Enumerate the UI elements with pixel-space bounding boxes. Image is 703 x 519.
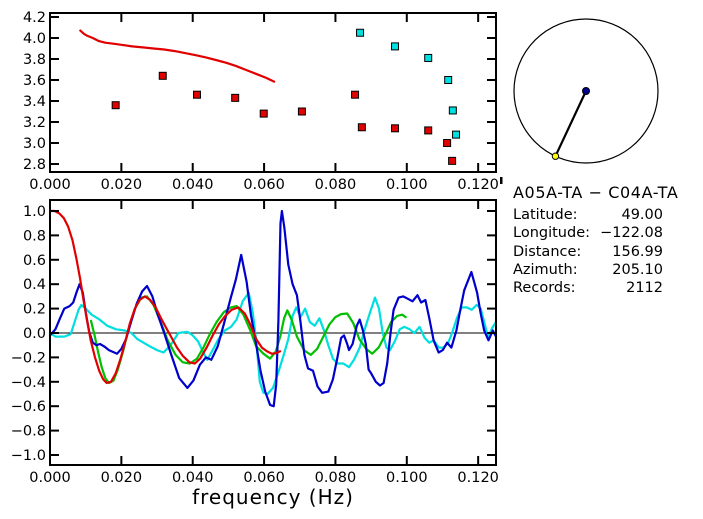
y-tick-label: 3.2 <box>23 115 46 131</box>
red-measurement-squares-marker <box>231 93 240 102</box>
y-tick-label: 3.0 <box>23 136 46 152</box>
reference-dot <box>551 152 560 160</box>
cyan-measurement-squares-marker <box>356 28 365 37</box>
y-tick-label: 2.8 <box>23 157 46 173</box>
info-row-azimuth: Azimuth: 205.10 <box>513 261 663 279</box>
info-row-distance: Distance: 156.99 <box>513 243 663 261</box>
info-label: Records: <box>513 280 576 297</box>
y-tick-label: 1.0 <box>23 204 46 220</box>
red-correlation-curve <box>48 209 282 385</box>
red-measurement-squares-marker <box>351 90 360 99</box>
info-label: Distance: <box>513 243 582 260</box>
station-dot <box>582 87 590 95</box>
x-axis-label: frequency (Hz) <box>192 485 354 509</box>
x-tick-label: 0.060 <box>243 177 285 193</box>
info-label: Latitude: <box>513 207 578 223</box>
y-tick-label: −0.4 <box>11 375 46 391</box>
y-tick-label: 4.2 <box>23 10 46 26</box>
cyan-measurement-squares-marker <box>391 42 400 51</box>
red-measurement-squares-marker <box>443 139 452 148</box>
x-tick-label: 0.040 <box>172 177 214 193</box>
artifact-mark <box>500 177 503 184</box>
red-measurement-squares-marker <box>297 107 306 116</box>
x-tick-label: 0.060 <box>243 470 285 486</box>
x-tick-label: 0.120 <box>457 470 499 486</box>
info-value: −122.08 <box>600 225 663 242</box>
red-measurement-squares-marker <box>158 71 167 80</box>
y-tick-label: 0.2 <box>23 302 46 318</box>
y-tick-label: 0.6 <box>23 253 46 269</box>
y-tick-label: 0.0 <box>23 326 46 342</box>
x-tick-label: 0.020 <box>101 177 143 193</box>
x-tick-label: 0.100 <box>386 470 428 486</box>
plot-frame <box>49 12 497 173</box>
reference-dispersion-curve <box>79 29 276 83</box>
y-tick-label: 0.4 <box>23 277 46 293</box>
red-measurement-squares-marker <box>448 156 457 165</box>
station-pair-title: A05A-TA − C04A-TA <box>513 183 679 202</box>
red-measurement-squares-marker <box>357 123 366 132</box>
cyan-correlation-curve <box>48 291 498 396</box>
y-tick-label: 4.0 <box>23 31 46 47</box>
x-tick-label: 0.040 <box>172 470 214 486</box>
info-row-records: Records: 2112 <box>513 279 663 297</box>
y-tick-label: −0.6 <box>11 399 46 415</box>
info-row-longitude: Longitude: −122.08 <box>513 224 663 242</box>
red-measurement-squares-marker <box>259 109 268 118</box>
y-tick-label: 3.8 <box>23 52 46 68</box>
info-label: Longitude: <box>513 225 591 242</box>
x-tick-label: 0.120 <box>457 177 499 193</box>
y-tick-label: 0.8 <box>23 228 46 244</box>
info-value: 2112 <box>626 280 663 297</box>
blue-correlation-curve <box>48 209 498 408</box>
red-measurement-squares-marker <box>111 101 120 110</box>
cyan-measurement-squares-marker <box>452 130 461 139</box>
red-measurement-squares-marker <box>391 124 400 133</box>
y-tick-label: −0.8 <box>11 424 46 440</box>
x-tick-label: 0.080 <box>315 470 357 486</box>
info-value: 49.00 <box>621 207 663 223</box>
x-tick-label: 0.020 <box>101 470 143 486</box>
azimuth-circle <box>513 18 659 164</box>
red-measurement-squares-marker <box>424 126 433 135</box>
cyan-measurement-squares-marker <box>444 76 453 85</box>
red-measurement-squares-marker <box>193 90 202 99</box>
cyan-measurement-squares-marker <box>448 106 457 115</box>
y-tick-label: 3.4 <box>23 94 46 110</box>
info-value: 205.10 <box>612 261 663 278</box>
x-tick-label: 0.000 <box>29 177 71 193</box>
x-tick-label: 0.000 <box>29 470 71 486</box>
cyan-measurement-squares-marker <box>424 53 433 62</box>
azimuth-line <box>554 90 587 157</box>
y-tick-label: 3.6 <box>23 73 46 89</box>
y-tick-label: −1.0 <box>11 448 46 464</box>
station-info-panel: A05A-TA − C04A-TA Latitude: 49.00 Longit… <box>513 183 679 297</box>
info-value: 156.99 <box>612 243 663 260</box>
info-label: Azimuth: <box>513 261 578 278</box>
x-tick-label: 0.100 <box>386 177 428 193</box>
info-row-latitude: Latitude: 49.00 <box>513 206 663 224</box>
y-tick-label: −0.2 <box>11 350 46 366</box>
x-tick-label: 0.080 <box>315 177 357 193</box>
